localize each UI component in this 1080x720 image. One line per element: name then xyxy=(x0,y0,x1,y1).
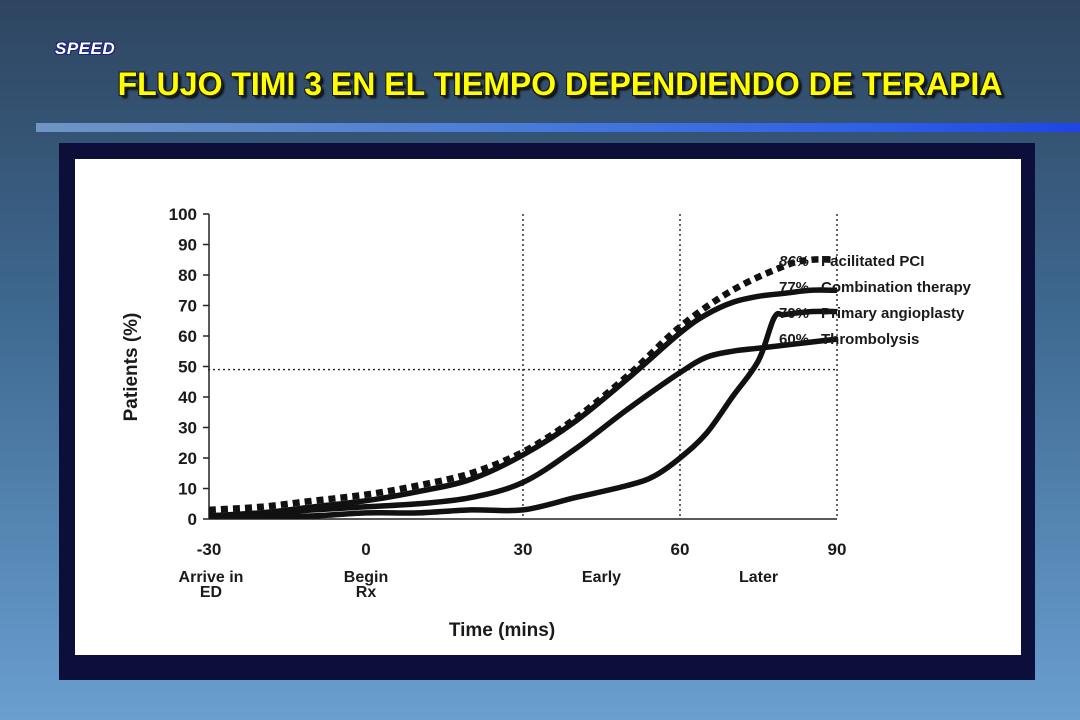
series-line-combination-therapy xyxy=(208,287,838,519)
x-tick-label: 0 xyxy=(361,540,370,559)
axes xyxy=(203,213,837,520)
x-annotation-label: Begin xyxy=(344,569,388,586)
chart-panel: 86% Facilitated PCI 77% Combination therapy… xyxy=(75,159,1021,655)
y-tick-label: 100 xyxy=(169,205,197,224)
series-label-percent: 86% xyxy=(779,253,809,270)
series-label-name: Facilitated PCI xyxy=(821,253,924,270)
series-label-name: Thrombolysis xyxy=(821,331,919,348)
x-tick-label: 90 xyxy=(828,540,847,559)
x-annotation-label: Later xyxy=(739,569,778,586)
x-annotation-label: Arrive in xyxy=(179,569,244,586)
series-label-name: Primary angioplasty xyxy=(821,305,965,322)
series-line-facilitated-pci xyxy=(208,256,838,514)
series-labels: 86% Facilitated PCI 77% Combination therapy… xyxy=(779,253,972,348)
x-tick-label: -30 xyxy=(197,540,222,559)
series-line-thrombolysis xyxy=(208,308,838,519)
y-tick-label: 80 xyxy=(178,266,197,285)
y-tick-label: 0 xyxy=(188,510,197,529)
series-label-percent: 77% xyxy=(779,279,809,296)
title-underline-rule xyxy=(36,123,1080,132)
y-tick-label: 10 xyxy=(178,480,197,499)
y-tick-label: 90 xyxy=(178,236,197,255)
x-axis-label: Time (mins) xyxy=(449,620,555,641)
series-label-percent: 70% xyxy=(779,305,809,322)
slide-tag: SPEED xyxy=(55,39,116,58)
y-tick-label: 20 xyxy=(178,449,197,468)
line-chart: 86% Facilitated PCI 77% Combination therapy… xyxy=(121,205,972,641)
slide-title: FLUJO TIMI 3 EN EL TIEMPO DEPENDIENDO DE… xyxy=(117,66,1003,102)
x-tick-label: 60 xyxy=(671,540,690,559)
reference-lines xyxy=(208,214,838,519)
y-tick-label: 40 xyxy=(178,388,197,407)
x-tick-label: 30 xyxy=(514,540,533,559)
series-label-percent: 60% xyxy=(779,331,809,348)
series-line-primary-angioplasty xyxy=(208,336,838,519)
x-annotation-label: Rx xyxy=(356,584,377,601)
y-tick-label: 50 xyxy=(178,358,197,377)
series-lines xyxy=(208,256,838,519)
y-tick-label: 30 xyxy=(178,419,197,438)
x-annotation-label: ED xyxy=(200,584,222,601)
y-tick-label: 60 xyxy=(178,327,197,346)
x-annotation-label: Early xyxy=(582,569,621,586)
y-tick-label: 70 xyxy=(178,297,197,316)
series-label-name: Combination therapy xyxy=(821,279,972,296)
chart-frame: 86% Facilitated PCI 77% Combination therapy… xyxy=(59,143,1035,680)
y-axis-label: Patients (%) xyxy=(121,313,142,422)
